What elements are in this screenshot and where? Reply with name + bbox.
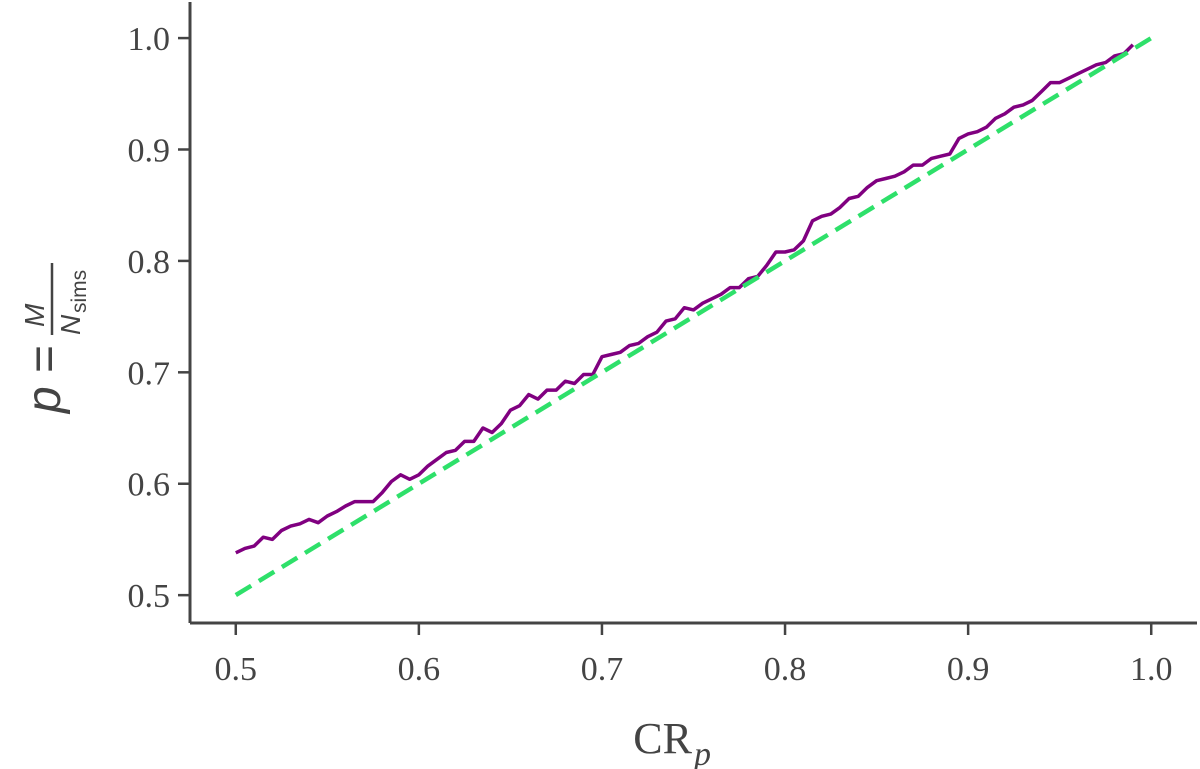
series-line-reference [234, 36, 1153, 598]
x-axis-title: CR p [633, 714, 711, 769]
plot-lines [234, 36, 1153, 598]
x-tick-label: 0.5 [215, 651, 258, 688]
y-axis-title-lhs: p [18, 386, 71, 415]
y-tick-label: 0.9 [128, 132, 171, 169]
y-axis-title-denom-main: N [55, 314, 86, 335]
series-line-observed [235, 43, 1135, 555]
y-tick-label: 0.5 [128, 578, 171, 615]
y-axis-title-eq: = [18, 345, 71, 373]
x-tick-label: 0.8 [764, 651, 807, 688]
y-tick-label: 0.7 [128, 355, 171, 392]
x-tick-label: 0.9 [947, 651, 990, 688]
x-tick-label: 1.0 [1130, 651, 1173, 688]
y-axis-title-denom-sub: sims [68, 270, 91, 313]
y-tick-label: 1.0 [128, 21, 171, 58]
y-axis-title: p = M N sims [18, 263, 91, 415]
y-tick-label: 0.6 [128, 467, 171, 504]
x-tick-label: 0.7 [581, 651, 624, 688]
ticks: 0.5 0.6 0.7 0.8 0.9 1.0 0.5 0.6 0.7 0.8 0.9 1.0 [128, 21, 1173, 688]
axes [188, 2, 1197, 625]
y-axis-title-numerator: M [19, 303, 50, 327]
x-axis-title-sub: p [692, 736, 711, 769]
y-tick-label: 0.8 [128, 244, 171, 281]
x-axis-title-main: CR [633, 714, 692, 763]
x-tick-label: 0.6 [398, 651, 441, 688]
